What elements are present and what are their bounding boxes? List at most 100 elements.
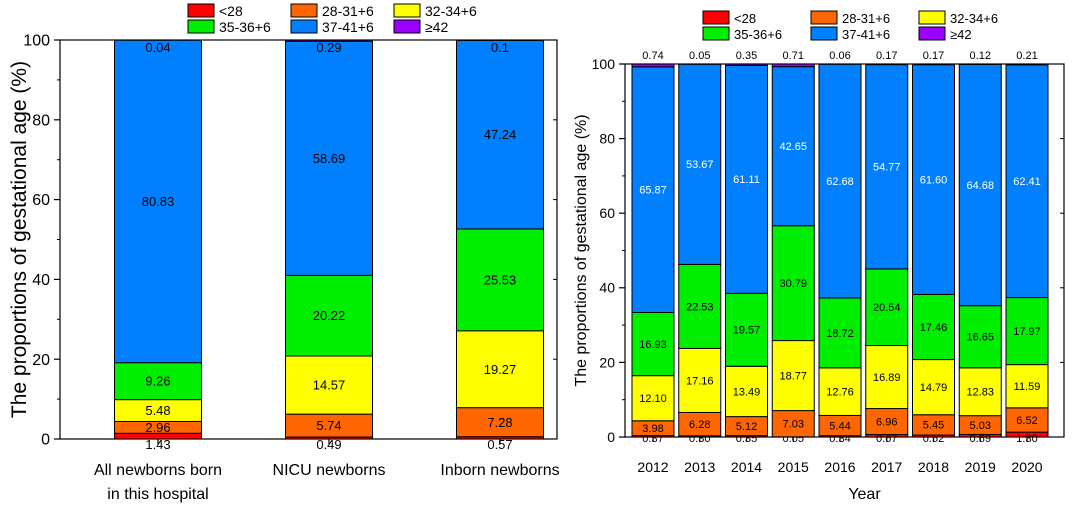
bar-segment — [771, 225, 815, 342]
bar-segment — [912, 64, 955, 295]
x-tick-label: 2019 — [965, 459, 996, 475]
y-tick-label: 60 — [32, 192, 50, 209]
legend-label: <28 — [219, 3, 243, 19]
legend-label: 28-31+6 — [322, 3, 374, 19]
legend-label: ≥42 — [425, 19, 448, 35]
bar-segment — [456, 407, 544, 438]
bar-value-label: 62.68 — [826, 176, 854, 188]
bar-value-label: 17.97 — [1013, 326, 1041, 338]
x-tick-label: 2012 — [637, 459, 668, 475]
bar-segment — [1005, 64, 1049, 299]
x-tick-label: 2017 — [871, 459, 902, 475]
bar-value-label: 3.98 — [642, 423, 663, 435]
legend-label: 37-41+6 — [322, 19, 374, 35]
bar-segment — [958, 63, 1002, 307]
legend-label: 35-36+6 — [219, 19, 271, 35]
x-tick-label: 2018 — [918, 459, 949, 475]
bar-value-label: 6.52 — [1016, 415, 1037, 427]
bar-value-label: 18.72 — [826, 328, 854, 340]
bar-segment — [725, 365, 768, 418]
legend: <28 28-31+6 32-34+6 35-36+6 37-41+6 ≥42 — [702, 10, 998, 42]
bar-segment — [912, 359, 955, 416]
bar-stack: 1.43 2.96 5.48 9.26 80.83 0.04 — [114, 39, 202, 452]
bar-segment — [631, 375, 675, 422]
bar-value-label: 9.26 — [145, 374, 170, 389]
legend-swatch — [810, 10, 838, 25]
bar-value-label: 6.96 — [876, 416, 897, 428]
bar-value-label: 0.29 — [316, 40, 341, 55]
bar-value-label: 25.53 — [484, 272, 517, 287]
x-tick-label: 2015 — [778, 459, 809, 475]
y-tick-label: 0 — [607, 429, 615, 445]
bar-value-label: 0.71 — [783, 50, 804, 62]
bar-value-label: 13.49 — [733, 386, 761, 398]
bar-segment — [285, 39, 373, 42]
bar-value-label: 20.22 — [313, 308, 346, 323]
bar-value-label: 17.16 — [686, 375, 714, 387]
x-tick-label-line: 2013 — [684, 459, 715, 475]
bar-segment — [865, 268, 909, 347]
bar-value-label: 61.11 — [733, 174, 760, 186]
bar-value-label: 14.57 — [313, 378, 346, 393]
bar-segment — [285, 274, 373, 357]
bar-segment — [631, 63, 675, 68]
bar-value-label: 17.46 — [920, 322, 948, 334]
legend-label: 37-41+6 — [842, 27, 890, 42]
bar-segment — [678, 347, 722, 413]
bar-value-label: 47.24 — [484, 127, 517, 142]
bar-value-label: 5.12 — [736, 421, 757, 433]
y-tick-label: 100 — [23, 33, 50, 50]
bar-value-label: 5.44 — [829, 420, 850, 432]
legend-label: 32-34+6 — [950, 11, 998, 26]
x-tick-label-line: All newborns born — [94, 462, 222, 479]
bar-value-label: 0.1 — [491, 40, 509, 55]
bar-value-label: 62.41 — [1013, 176, 1041, 188]
x-tick-label: 2020 — [1011, 459, 1042, 475]
bar-value-label: 16.65 — [966, 332, 994, 344]
bar-value-label: 22.53 — [686, 301, 714, 313]
bar-value-label: 65.87 — [639, 184, 667, 196]
bar-value-label: 5.48 — [145, 403, 170, 418]
legend-swatch — [393, 19, 421, 34]
x-tick-label-line: 2014 — [731, 459, 762, 475]
y-axis-label: The proportions of gestational age (%) — [8, 61, 31, 418]
legend-swatch — [187, 19, 215, 34]
legend-swatch — [187, 3, 215, 18]
bar-segment — [285, 40, 373, 276]
bar-segment — [958, 367, 1002, 417]
bar-value-label: 7.03 — [783, 419, 804, 431]
bar-segment — [818, 63, 862, 299]
bar-segment — [771, 340, 815, 412]
x-tick-label: 2014 — [731, 459, 762, 475]
bar-segment — [771, 63, 815, 68]
bar-segment — [725, 63, 768, 66]
legend-swatch — [290, 19, 318, 34]
bar-value-label: 1.43 — [145, 437, 170, 452]
bar-value-label: 12.10 — [639, 393, 667, 405]
x-tick-label-line: 2020 — [1011, 459, 1042, 475]
x-tick-label: Inborn newborns — [440, 462, 559, 479]
legend-swatch — [810, 26, 838, 41]
bar-segment — [865, 345, 909, 410]
y-tick-label: 60 — [599, 205, 615, 221]
bar-segment — [1005, 364, 1049, 409]
bar-segment — [865, 408, 909, 436]
legend-swatch — [702, 10, 730, 25]
bar-value-label: 58.69 — [313, 151, 346, 166]
bar-value-label: 16.93 — [639, 339, 667, 351]
legend-label: 28-31+6 — [842, 11, 890, 26]
legend-swatch — [918, 10, 946, 25]
y-tick-label: 100 — [592, 56, 616, 72]
x-tick-label: NICU newborns — [273, 462, 386, 479]
y-tick-label: 0 — [41, 432, 50, 449]
bar-stack: 0.49 5.74 14.57 20.22 58.69 0.29 — [285, 39, 373, 452]
bar-value-label: 0.74 — [642, 50, 663, 62]
bar-segment — [114, 39, 202, 364]
bar-value-label: 0.06 — [829, 50, 850, 62]
bar-segment — [818, 367, 862, 416]
legend-label: <28 — [734, 11, 756, 26]
